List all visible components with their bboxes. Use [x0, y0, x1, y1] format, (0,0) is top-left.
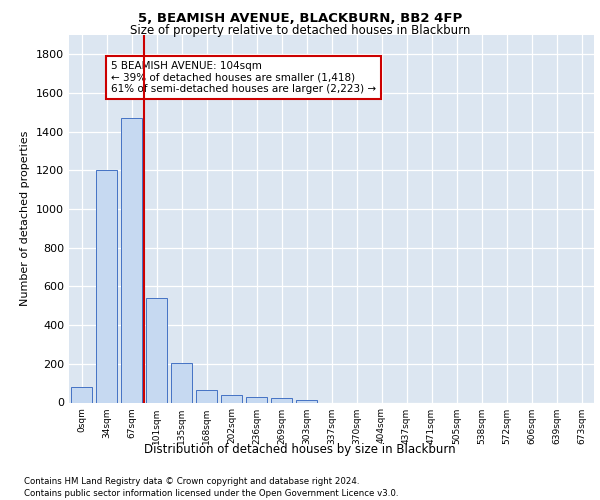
Bar	[246, 396, 267, 402]
Bar	[296, 400, 317, 402]
Text: Contains public sector information licensed under the Open Government Licence v3: Contains public sector information licen…	[24, 489, 398, 498]
Bar	[71, 387, 92, 402]
Bar	[221, 395, 242, 402]
Y-axis label: Number of detached properties: Number of detached properties	[20, 131, 31, 306]
Text: Distribution of detached houses by size in Blackburn: Distribution of detached houses by size …	[144, 442, 456, 456]
Text: 5 BEAMISH AVENUE: 104sqm
← 39% of detached houses are smaller (1,418)
61% of sem: 5 BEAMISH AVENUE: 104sqm ← 39% of detach…	[111, 60, 376, 94]
Bar	[271, 398, 292, 402]
Bar	[121, 118, 142, 403]
Bar	[171, 363, 192, 403]
Text: 5, BEAMISH AVENUE, BLACKBURN, BB2 4FP: 5, BEAMISH AVENUE, BLACKBURN, BB2 4FP	[138, 12, 462, 26]
Text: Contains HM Land Registry data © Crown copyright and database right 2024.: Contains HM Land Registry data © Crown c…	[24, 478, 359, 486]
Text: Size of property relative to detached houses in Blackburn: Size of property relative to detached ho…	[130, 24, 470, 37]
Bar	[146, 298, 167, 403]
Bar	[196, 390, 217, 402]
Bar	[96, 170, 117, 402]
